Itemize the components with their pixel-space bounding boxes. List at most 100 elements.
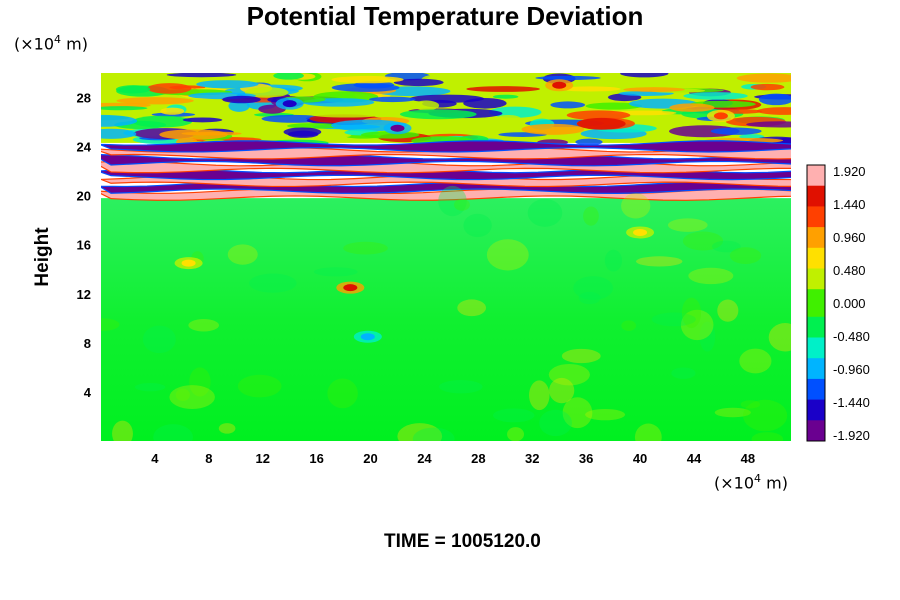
- troposphere-blob: [621, 193, 651, 219]
- troposphere-blob: [682, 231, 724, 251]
- upper-blob: [147, 83, 192, 94]
- troposphere-blob: [739, 348, 772, 374]
- colorbar-step: [807, 234, 825, 242]
- colorbar-step: [807, 323, 825, 332]
- upper-blob: [756, 107, 791, 115]
- colorbar-step: [807, 296, 825, 304]
- troposphere-blob: [175, 388, 190, 402]
- upper-blob: [368, 96, 416, 103]
- upper-blob: [495, 115, 522, 123]
- colorbar-step: [807, 351, 825, 359]
- upper-blob: [101, 128, 137, 139]
- troposphere-blob: [189, 367, 211, 397]
- troposphere-blob: [681, 297, 702, 329]
- troposphere-blob: [634, 423, 662, 441]
- troposphere-blob: [327, 378, 358, 409]
- troposphere-blob: [585, 409, 626, 421]
- colorbar-step: [807, 199, 825, 207]
- upper-blob: [222, 95, 261, 104]
- upper-blob: [710, 127, 762, 135]
- colorbar: 1.920 1.440 0.960 0.480 0.000 -0.480 -0.960 -1.…: [806, 164, 870, 443]
- troposphere-blob: [112, 420, 133, 441]
- upper-blob: [413, 100, 440, 111]
- troposphere-blob: [621, 320, 637, 331]
- upper-blob: [182, 117, 223, 123]
- colorbar-step: [807, 171, 825, 180]
- upper-blob: [550, 101, 586, 109]
- x-tick-label: 8: [205, 451, 212, 466]
- colorbar-step: [807, 316, 825, 325]
- colorbar-label: -1.440: [833, 395, 870, 410]
- troposphere-blob: [717, 299, 739, 322]
- troposphere-blob: [188, 318, 220, 332]
- troposphere-blob: [237, 374, 282, 398]
- upper-blob: [273, 73, 304, 80]
- troposphere-blob: [729, 247, 762, 265]
- layer-band: [101, 147, 791, 160]
- colorbar-label: 1.440: [833, 197, 866, 212]
- troposphere-blob: [667, 218, 708, 232]
- y-tick-label: 28: [77, 91, 91, 106]
- colorbar-step: [807, 220, 825, 228]
- colorbar-step: [807, 227, 825, 235]
- colorbar-step: [807, 434, 825, 442]
- colorbar-step: [807, 303, 825, 311]
- upper-blob: [750, 83, 785, 91]
- upper-blob: [683, 92, 748, 100]
- time-label: TIME = 1005120.0: [384, 531, 541, 552]
- troposphere-blob: [714, 407, 751, 418]
- colorbar-step: [807, 413, 825, 421]
- upper-blob: [623, 87, 685, 92]
- troposphere-blob: [529, 380, 550, 411]
- x-tick-label: 48: [741, 451, 755, 466]
- upper-blob: [331, 75, 404, 84]
- troposphere-blob: [439, 380, 483, 394]
- colorbar-step: [807, 185, 825, 194]
- y-tick-label: 8: [84, 336, 91, 351]
- upper-blob: [393, 78, 444, 87]
- x-axis-unit: (×104 m): [714, 472, 788, 493]
- colorbar-step: [807, 378, 825, 387]
- x-tick-label: 28: [471, 451, 485, 466]
- troposphere-blob: [578, 291, 601, 305]
- upper-blob: [196, 80, 259, 89]
- troposphere-blob: [218, 423, 236, 434]
- troposphere-blob: [688, 267, 734, 285]
- troposphere-blob: [699, 321, 716, 352]
- colorbar-frame: [806, 164, 826, 442]
- troposphere-blob: [635, 256, 683, 267]
- chart-title: Potential Temperature Deviation: [246, 1, 644, 31]
- troposphere-blob: [562, 397, 593, 429]
- feature-core: [282, 100, 297, 108]
- upper-blob: [115, 85, 151, 94]
- x-tick-label: 4: [151, 451, 159, 466]
- upper-blob: [320, 133, 351, 138]
- colorbar-step: [807, 178, 825, 187]
- troposphere-blob: [527, 198, 563, 227]
- troposphere-blob: [457, 299, 487, 317]
- x-tick-label: 32: [525, 451, 539, 466]
- feature-core: [713, 112, 728, 120]
- colorbar-step: [807, 247, 825, 256]
- x-tick-label: 44: [687, 451, 702, 466]
- y-tick-label: 20: [77, 189, 91, 204]
- troposphere-blob: [438, 185, 467, 217]
- colorbar-label: -0.480: [833, 329, 870, 344]
- troposphere-blob: [227, 244, 258, 265]
- upper-blob: [166, 73, 237, 78]
- troposphere-blob: [751, 432, 784, 441]
- y-tick-label: 12: [77, 287, 91, 302]
- upper-blob: [535, 75, 601, 81]
- troposphere-blob: [249, 273, 297, 293]
- colorbar-step: [807, 240, 825, 249]
- feature-core: [552, 81, 567, 89]
- troposphere-blob: [742, 399, 788, 432]
- troposphere-blob: [134, 382, 166, 392]
- layer-band: [101, 174, 791, 188]
- feature-core: [181, 259, 196, 267]
- upper-blob: [310, 111, 384, 118]
- x-tick-label: 24: [417, 451, 432, 466]
- upper-blob: [585, 102, 643, 110]
- colorbar-step: [807, 420, 825, 428]
